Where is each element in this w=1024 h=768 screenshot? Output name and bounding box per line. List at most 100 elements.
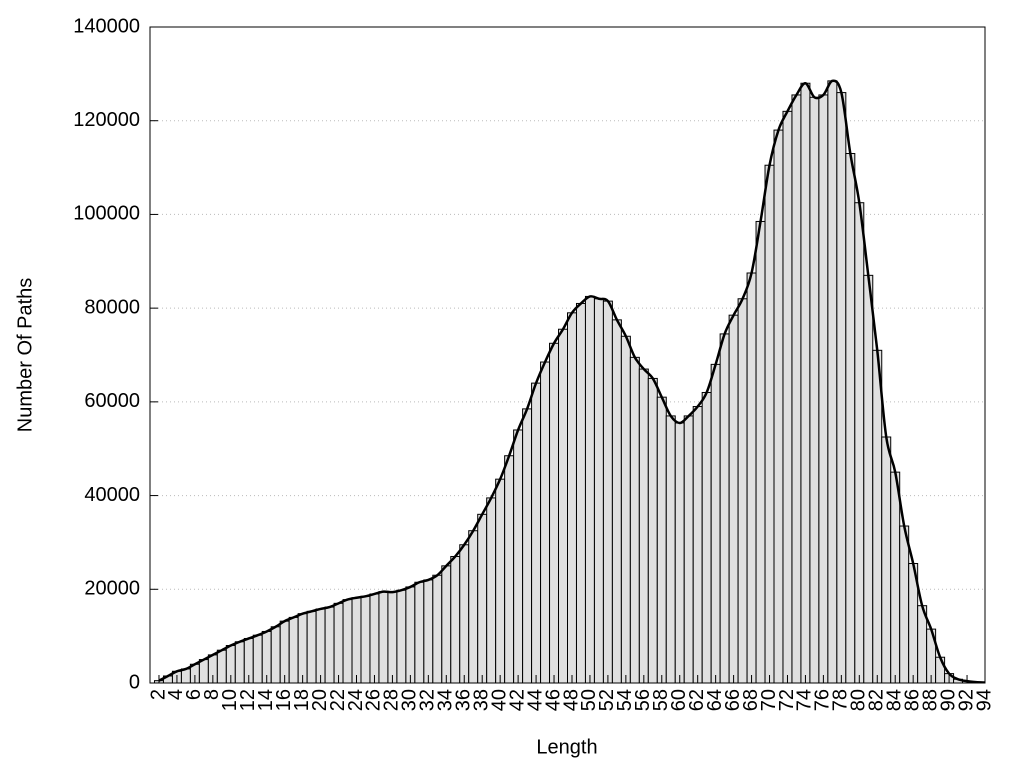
bar (432, 574, 443, 683)
x-tick-label: 50 (578, 689, 600, 711)
bar (270, 626, 281, 683)
x-tick-label: 94 (973, 689, 995, 711)
y-tick-label: 120000 (73, 109, 140, 131)
bar (315, 608, 326, 683)
bar (656, 396, 667, 683)
bar (513, 429, 524, 683)
bar (854, 202, 865, 683)
bar (369, 593, 380, 683)
bar (306, 610, 317, 683)
bar (809, 96, 820, 683)
bar (737, 298, 748, 683)
x-tick-label: 86 (901, 689, 923, 711)
bar (935, 656, 946, 683)
x-tick-label: 58 (650, 689, 672, 711)
bar (584, 295, 595, 683)
bar (540, 361, 551, 683)
bar (818, 94, 829, 683)
bar (665, 415, 676, 683)
x-tick-label: 8 (201, 689, 223, 700)
bar (782, 110, 793, 683)
plot-frame (149, 26, 986, 684)
x-axis-label: Length (536, 736, 597, 758)
bar (567, 312, 577, 683)
bar (252, 634, 263, 683)
x-tick-label: 34 (435, 689, 457, 711)
bar (575, 302, 586, 683)
x-tick-label: 78 (830, 689, 852, 711)
x-tick-label: 54 (614, 689, 636, 711)
bar (531, 382, 542, 683)
x-tick-label: 66 (722, 689, 744, 711)
bar (791, 94, 802, 683)
y-axis-label: Number Of Paths (14, 278, 36, 433)
bar (387, 591, 398, 683)
x-tick-label: 84 (883, 689, 905, 711)
bar (441, 565, 452, 683)
bar (881, 436, 892, 683)
bar (620, 335, 631, 683)
y-tick-label: 100000 (73, 203, 140, 225)
x-tick-label: 88 (919, 689, 941, 711)
x-tick-label: 14 (255, 689, 277, 711)
x-tick-label: 42 (506, 689, 528, 711)
x-tick-label: 70 (758, 689, 780, 711)
y-tick-label: 0 (129, 671, 140, 693)
bar (692, 406, 703, 683)
bar (710, 363, 721, 683)
x-tick-label: 46 (542, 689, 564, 711)
bar (701, 391, 712, 683)
bar (674, 422, 685, 683)
bar (872, 349, 883, 683)
bar (360, 595, 371, 683)
x-tick-label: 26 (363, 689, 385, 711)
bar (288, 616, 299, 683)
x-tick-label: 82 (866, 689, 888, 711)
x-tick-label: 32 (417, 689, 439, 711)
bar (773, 129, 784, 683)
x-tick-label: 64 (704, 689, 726, 711)
bar (405, 586, 416, 683)
bar (324, 606, 335, 683)
bar (333, 602, 344, 683)
bar (746, 272, 757, 683)
x-tick-label: 56 (632, 689, 654, 711)
x-tick-label: 60 (668, 689, 690, 711)
bar (728, 314, 739, 683)
bar (423, 579, 434, 683)
bar (719, 333, 730, 683)
bar (522, 408, 533, 683)
smooth-line (158, 79, 985, 683)
y-tick-label: 80000 (84, 296, 140, 318)
x-tick-label: 16 (273, 689, 295, 711)
x-tick-label: 74 (794, 689, 816, 711)
bar (198, 659, 209, 683)
bar (683, 415, 694, 683)
x-tick-label: 52 (596, 689, 618, 711)
bar (558, 328, 568, 683)
x-tick-label: 36 (453, 689, 475, 711)
bar (468, 530, 479, 683)
bar (477, 513, 488, 683)
x-tick-label: 30 (399, 689, 421, 711)
x-tick-label: 22 (327, 689, 349, 711)
bar (800, 82, 811, 683)
bar (342, 599, 353, 683)
x-tick-label: 90 (937, 689, 959, 711)
bar (549, 342, 560, 683)
x-tick-label: 6 (183, 689, 205, 700)
bar (351, 597, 362, 683)
x-tick-label: 72 (776, 689, 798, 711)
bar (638, 368, 649, 683)
bar (845, 153, 856, 683)
x-tick-label: 62 (686, 689, 708, 711)
bar (234, 641, 245, 683)
bar (899, 525, 910, 683)
x-tick-label: 12 (237, 689, 259, 711)
bar (836, 92, 847, 683)
bar (827, 80, 838, 683)
x-tick-label: 40 (488, 689, 510, 711)
x-tick-label: 38 (470, 689, 492, 711)
bar (216, 649, 227, 683)
bar (602, 300, 613, 683)
